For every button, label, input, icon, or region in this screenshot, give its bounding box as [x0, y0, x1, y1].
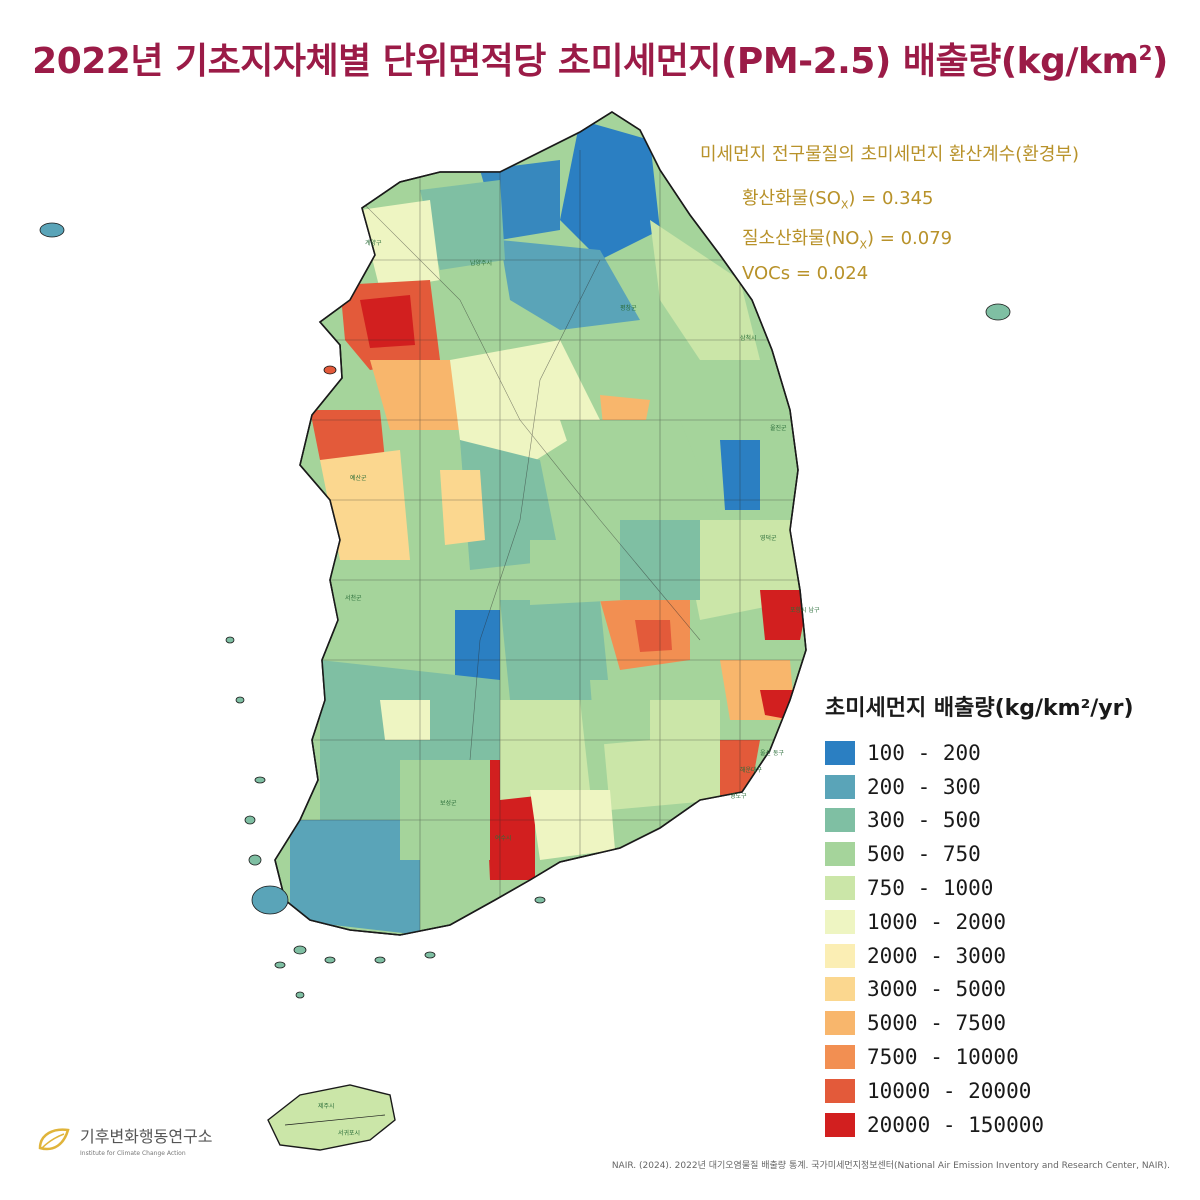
- legend-item: 750 - 1000: [825, 871, 1134, 905]
- logo-tagline: Institute for Climate Change Action: [80, 1150, 186, 1157]
- region-daejeon: [440, 470, 485, 545]
- legend-swatch: [825, 842, 855, 867]
- voc-factor: VOCs = 0.024: [742, 263, 869, 285]
- legend-label: 5000 - 7500: [867, 1011, 1007, 1036]
- legend-label: 3000 - 5000: [867, 977, 1007, 1002]
- legend-label: 100 - 200: [867, 740, 981, 765]
- west-islands: [39, 222, 546, 999]
- region-jeonnam-sw: [290, 820, 420, 935]
- legend-label: 20000 - 150000: [867, 1112, 1045, 1137]
- district-label: 영덕군: [760, 534, 777, 542]
- region-central-green: [460, 440, 560, 570]
- district-label: 계양구: [365, 239, 382, 247]
- legend-item: 5000 - 7500: [825, 1006, 1134, 1040]
- district-label: 삼척시: [740, 334, 757, 342]
- district-label: 제주시: [318, 1102, 335, 1110]
- legend-label: 10000 - 20000: [867, 1078, 1032, 1103]
- legend-item: 500 - 750: [825, 837, 1134, 871]
- nox-factor: 질소산화물(NOX) = 0.079: [742, 227, 953, 252]
- region-gyeongnam-mid: [530, 790, 615, 860]
- region-gangwon-coast: [650, 220, 760, 360]
- sox-factor: 황산화물(SOX) = 0.345: [742, 188, 934, 212]
- region-gangwon-west: [420, 180, 505, 270]
- region-pohang-red: [760, 590, 806, 640]
- legend-item: 20000 - 150000: [825, 1108, 1134, 1142]
- legend-swatch: [825, 1011, 855, 1036]
- legend-label: 500 - 750: [867, 842, 981, 867]
- legend-swatch: [825, 977, 855, 1002]
- logo-name: 기후변화행동연구소: [80, 1127, 213, 1146]
- legend-label: 200 - 300: [867, 774, 981, 799]
- region-seoul-core: [360, 295, 415, 348]
- legend-item: 1000 - 2000: [825, 905, 1134, 939]
- legend-item: 100 - 200: [825, 736, 1134, 770]
- legend-label: 7500 - 10000: [867, 1045, 1019, 1070]
- ulleungdo: [985, 303, 1011, 321]
- legend-item: 200 - 300: [825, 770, 1134, 804]
- district-label: 여수시: [495, 834, 512, 842]
- leaf-logo-icon: [38, 1128, 70, 1151]
- legend-swatch: [825, 740, 855, 765]
- district-label: 보성군: [440, 799, 457, 807]
- region-incheon-coast: [310, 410, 385, 460]
- jeju-island: [267, 1084, 396, 1151]
- legend-label: 300 - 500: [867, 808, 981, 833]
- district-label: 남양주시: [470, 259, 492, 267]
- region-sangju: [530, 540, 625, 605]
- legend-item: 3000 - 5000: [825, 973, 1134, 1007]
- district-label: 포항시 남구: [790, 606, 820, 614]
- district-label: 평창군: [620, 304, 637, 312]
- region-gyeonggi-south: [370, 360, 460, 430]
- region-jinju: [590, 680, 650, 745]
- region-northeast-low: [560, 120, 660, 260]
- legend-swatch: [825, 1112, 855, 1137]
- legend-title: 초미세먼지 배출량(kg/km²/yr): [825, 696, 1134, 721]
- region-jeonbuk: [330, 560, 460, 660]
- legend-item: 300 - 500: [825, 804, 1134, 838]
- source-citation: NAIR. (2024). 2022년 대기오염물질 배출량 통계. 국가미세먼…: [611, 1161, 1170, 1171]
- legend-swatch: [825, 774, 855, 799]
- region-chungnam-west: [320, 450, 410, 560]
- legend-item: 10000 - 20000: [825, 1074, 1134, 1108]
- legend-label: 1000 - 2000: [867, 909, 1007, 934]
- legend-label: 750 - 1000: [867, 876, 994, 901]
- district-label: 서천군: [345, 594, 362, 602]
- institute-logo: 기후변화행동연구소 Institute for Climate Change A…: [34, 1122, 212, 1158]
- legend: 초미세먼지 배출량(kg/km²/yr) 100 - 200 200 - 300 3…: [825, 690, 1134, 1142]
- map-title: 2022년 기초지자체별 단위면적당 초미세먼지(PM-2.5) 배출량(kg/…: [32, 41, 1168, 82]
- region-daegu-core: [635, 620, 672, 652]
- region-jeonnam-mid: [400, 760, 490, 860]
- district-label: 울산 동구: [760, 749, 784, 757]
- district-label: 해운대구: [740, 766, 763, 774]
- legend-swatch: [825, 876, 855, 901]
- legend-swatch: [825, 808, 855, 833]
- legend-item: 2000 - 3000: [825, 939, 1134, 973]
- district-label: 울진군: [770, 424, 787, 432]
- legend-label: 2000 - 3000: [867, 943, 1007, 968]
- legend-swatch: [825, 943, 855, 968]
- region-chungbuk: [450, 340, 600, 470]
- legend-rows: 100 - 200 200 - 300 300 - 500 500 - 750 750 …: [825, 736, 1134, 1142]
- region-gwangju: [380, 700, 430, 740]
- legend-swatch: [825, 1045, 855, 1070]
- region-gangwon-mid: [500, 240, 640, 330]
- district-label: 예산군: [350, 474, 367, 482]
- legend-item: 7500 - 10000: [825, 1040, 1134, 1074]
- region-gyeongnam-north: [500, 600, 610, 700]
- region-suncheon: [500, 700, 590, 800]
- region-jeonbuk-blue: [455, 610, 500, 680]
- conversion-factors: 미세먼지 전구물질의 초미세먼지 환산계수(환경부) 황산화물(SOX) = 0…: [700, 140, 1079, 296]
- region-gyeongbuk-north: [560, 420, 720, 540]
- legend-swatch: [825, 909, 855, 934]
- district-labels: 계양구 남양주시 평창군 삼척시 영덕군 울진군 포항시 남구 울산 동구 해운…: [318, 239, 820, 1137]
- district-label: 영도구: [730, 792, 747, 800]
- conversion-heading: 미세먼지 전구물질의 초미세먼지 환산계수(환경부): [700, 144, 1079, 165]
- district-label: 서귀포시: [338, 1129, 360, 1137]
- legend-swatch: [825, 1078, 855, 1103]
